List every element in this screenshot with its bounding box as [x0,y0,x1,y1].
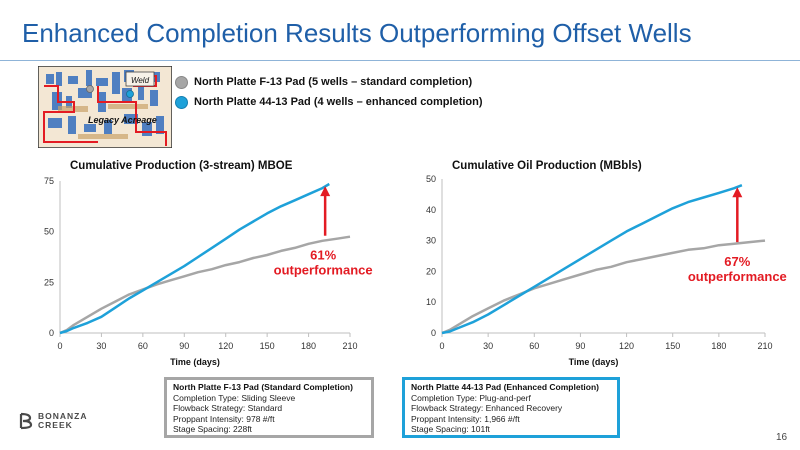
standard-completion-box: North Platte F-13 Pad (Standard Completi… [164,377,374,438]
x-tick-label: 0 [439,341,444,351]
enhanced-completion-box: North Platte 44-13 Pad (Enhanced Complet… [402,377,620,438]
company-logo: BONANZA CREEK [18,412,88,430]
enhanced-box-line: Proppant Intensity: 1,966 #/ft [411,413,520,424]
x-axis-label: Time (days) [170,357,220,367]
x-tick-label: 90 [575,341,585,351]
enhanced-box-header: North Platte 44-13 Pad (Enhanced Complet… [411,382,599,392]
standard-box-header: North Platte F-13 Pad (Standard Completi… [173,382,353,392]
y-tick-label: 75 [44,176,54,186]
page-number: 16 [776,432,788,443]
logo-line1: BONANZA [38,411,88,421]
legend-dot-standard-icon [175,75,188,89]
enhanced-box-line: Flowback Strategy: Enhanced Recovery [411,403,563,413]
x-tick-label: 0 [57,341,62,351]
chart-title: Cumulative Production (3-stream) MBOE [70,160,293,172]
enhanced-box-line: Completion Type: Plug-and-perf [411,392,531,403]
y-tick-label: 10 [426,297,436,307]
x-tick-label: 30 [96,341,106,351]
x-tick-label: 60 [138,341,148,351]
series-line-enhanced [441,184,743,335]
outperformance-label: 61% [310,248,336,263]
y-tick-label: 20 [426,266,436,276]
legend-item-standard: North Platte F-13 Pad (5 wells – standar… [175,72,483,92]
y-tick-label: 40 [426,205,436,215]
chart-cumulative-oil: Cumulative Oil Production (MBbls) 0 10 20 30… [426,160,787,367]
x-axis-label: Time (days) [569,357,619,367]
outperformance-label: outperformance [274,263,373,278]
series-line-standard [59,235,351,335]
outperformance-label: outperformance [688,269,787,284]
chart-title: Cumulative Oil Production (MBbls) [452,160,642,172]
x-tick-label: 210 [757,341,772,351]
outperformance-label: 67% [724,254,750,269]
x-tick-label: 90 [179,341,189,351]
legend-item-enhanced: North Platte 44-13 Pad (4 wells – enhanc… [175,92,483,112]
y-tick-label: 50 [426,174,436,184]
series-line-standard [441,239,766,335]
outperformance-arrowhead [320,186,331,197]
y-tick-label: 25 [44,277,54,287]
chart-cumulative-production: Cumulative Production (3-stream) MBOE 0 25… [44,160,373,367]
title-divider [0,60,800,61]
standard-box-line: Flowback Strategy: Standard [173,403,283,413]
x-tick-label: 30 [483,341,493,351]
outperformance-arrowhead [732,187,743,198]
legend-label-standard: North Platte F-13 Pad (5 wells – standar… [194,76,473,88]
x-tick-label: 120 [619,341,634,351]
y-tick-label: 30 [426,236,436,246]
acreage-map-graphic: Weld Legacy Acreage [37,65,173,149]
logo-line2: CREEK [38,420,73,430]
standard-box-line: Completion Type: Sliding Sleeve [173,392,296,403]
legend-dot-enhanced-icon [175,95,188,109]
map-inset-label: Weld [131,76,150,85]
map-label: Legacy Acreage [88,115,157,125]
x-tick-label: 150 [260,341,275,351]
x-tick-label: 60 [529,341,539,351]
standard-box-line: Stage Spacing: 228ft [173,424,252,434]
logo-mark-icon [19,412,33,430]
x-tick-label: 180 [301,341,316,351]
series-line-enhanced [59,182,330,335]
x-tick-label: 120 [218,341,233,351]
x-tick-label: 180 [711,341,726,351]
y-tick-label: 0 [431,328,436,338]
chart-legend: North Platte F-13 Pad (5 wells – standar… [175,72,483,112]
standard-box-line: Proppant Intensity: 978 #/ft [173,413,275,424]
y-tick-label: 0 [49,328,54,338]
x-tick-label: 210 [342,341,357,351]
y-tick-label: 50 [44,227,54,237]
legend-label-enhanced: North Platte 44-13 Pad (4 wells – enhanc… [194,96,483,108]
slide-title: Enhanced Completion Results Outperformin… [22,18,692,48]
acreage-map: Weld Legacy Acreage [37,65,173,149]
enhanced-box-line: Stage Spacing: 101ft [411,424,490,434]
x-tick-label: 150 [665,341,680,351]
